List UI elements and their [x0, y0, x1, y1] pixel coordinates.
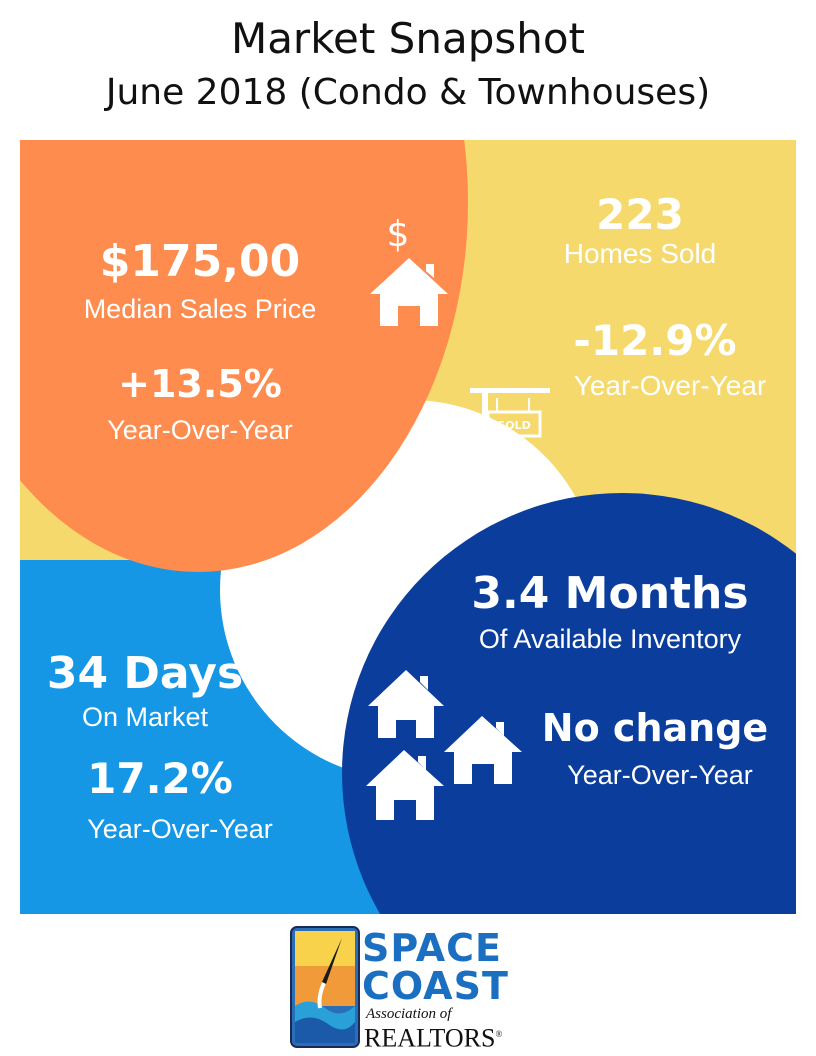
infographic-panel: $175,00 Median Sales Price +13.5% Year-O… [20, 140, 796, 914]
sold-sign-icon: SOLD [470, 388, 550, 466]
days-on-market-yoy-value: 17.2% [87, 754, 233, 803]
houses-icon [366, 670, 522, 820]
days-on-market-value: 34 Days [46, 648, 244, 699]
median-price-yoy-value: +13.5% [118, 362, 282, 406]
space-coast-logo-icon [290, 926, 360, 1048]
days-on-market-label: On Market [81, 702, 209, 732]
sold-sign-text: SOLD [497, 419, 530, 432]
logo-space-text: SPACE [362, 926, 502, 970]
logo-coast-text: COAST [362, 964, 509, 1008]
median-price-value: $175,00 [99, 236, 301, 287]
median-price-yoy-label: Year-Over-Year [107, 415, 293, 445]
homes-sold-yoy-label: Year-Over-Year [573, 370, 767, 401]
house-dollar-icon: $ [370, 214, 448, 326]
days-on-market-yoy-label: Year-Over-Year [87, 814, 273, 844]
homes-sold-value: 223 [596, 190, 684, 239]
homes-sold-yoy-value: -12.9% [573, 316, 737, 365]
inventory-label: Of Available Inventory [478, 624, 742, 654]
calendar-icon [273, 645, 347, 711]
inventory-yoy-label: Year-Over-Year [567, 760, 753, 790]
page-title: Market Snapshot [230, 14, 586, 63]
logo-realtors-text: REALTORS® [364, 1023, 503, 1053]
homes-sold-label: Homes Sold [563, 238, 717, 269]
logo-association-text: Association of [366, 1006, 452, 1022]
inventory-yoy-value: No change [541, 706, 769, 750]
median-price-label: Median Sales Price [83, 294, 317, 324]
inventory-value: 3.4 Months [471, 568, 749, 619]
svg-text:$: $ [387, 214, 410, 255]
page-subtitle: June 2018 (Condo & Townhouses) [105, 72, 711, 113]
